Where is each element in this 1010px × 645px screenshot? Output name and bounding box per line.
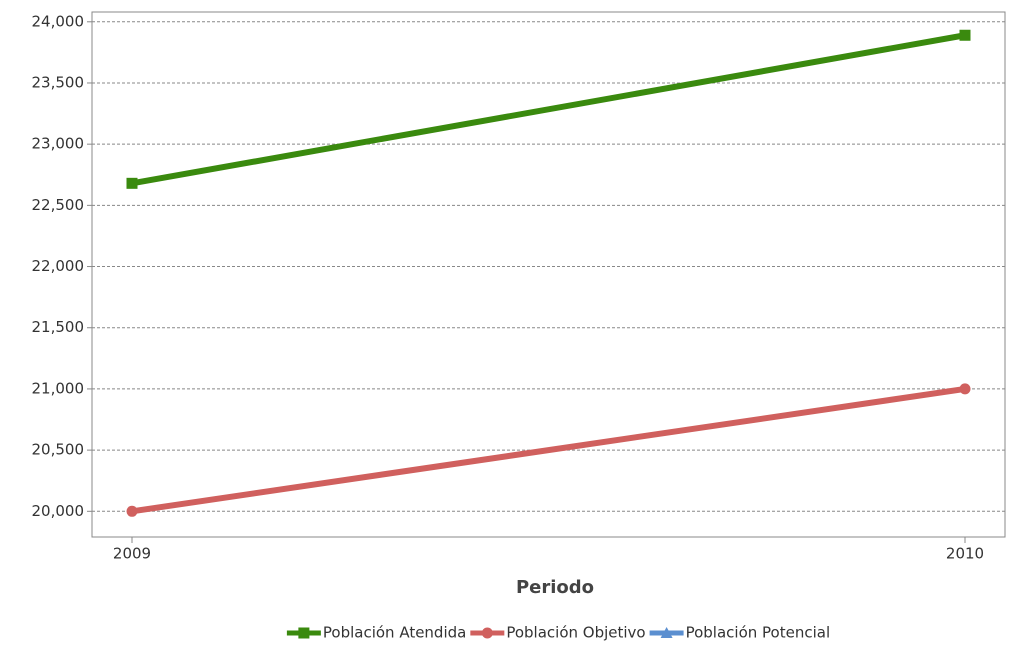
y-tick-label: 20,500 bbox=[32, 441, 85, 459]
y-tick-label: 21,500 bbox=[32, 318, 85, 336]
data-point bbox=[126, 505, 138, 517]
series-line bbox=[131, 385, 966, 515]
legend-marker bbox=[298, 627, 310, 639]
series-line bbox=[131, 32, 966, 187]
plot-frame bbox=[91, 11, 1006, 538]
y-tick-label: 24,000 bbox=[32, 12, 85, 30]
data-point bbox=[959, 29, 971, 41]
y-tick-label: 20,000 bbox=[32, 502, 85, 520]
legend: Población Atendida Población Objetivo Pobl… bbox=[286, 624, 831, 642]
legend-label: Población Atendida bbox=[323, 624, 466, 642]
data-point bbox=[126, 177, 138, 189]
x-tick-label: 2010 bbox=[946, 545, 984, 563]
legend-marker bbox=[481, 627, 493, 639]
x-tick-label: 2009 bbox=[113, 545, 151, 563]
y-tick-label: 22,000 bbox=[32, 257, 85, 275]
legend-label: Población Objetivo bbox=[506, 624, 645, 642]
y-tick-label: 22,500 bbox=[32, 196, 85, 214]
y-tick-label: 23,000 bbox=[32, 135, 85, 153]
y-tick-label: 23,500 bbox=[32, 73, 85, 91]
x-axis-title: Periodo bbox=[516, 577, 594, 598]
y-tick-label: 21,000 bbox=[32, 379, 85, 397]
data-point bbox=[959, 383, 971, 395]
legend-label: Población Potencial bbox=[686, 624, 831, 642]
legend-marker bbox=[660, 627, 673, 638]
